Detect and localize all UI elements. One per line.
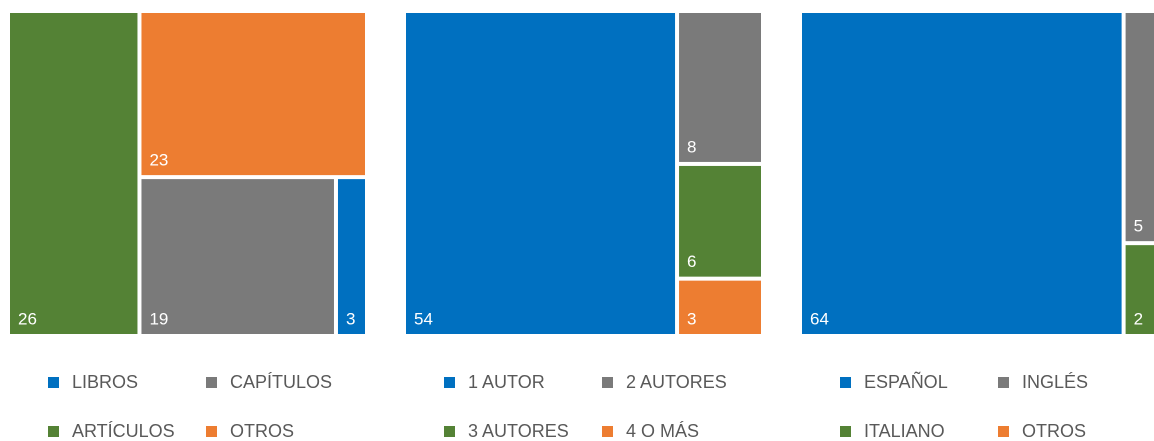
tile-label: 6	[687, 252, 696, 271]
tile	[1125, 245, 1154, 334]
tile	[679, 13, 761, 162]
tile-label: 3	[346, 309, 355, 328]
legend-label: CAPÍTULOS	[230, 372, 332, 392]
tile	[679, 165, 761, 277]
tile	[141, 179, 334, 334]
legend-swatch	[998, 426, 1009, 437]
tile-label: 26	[18, 309, 37, 328]
legend-label: 2 AUTORES	[626, 372, 727, 392]
tile-label: 5	[1134, 217, 1143, 236]
tile-label: 54	[414, 309, 433, 328]
legend-swatch	[206, 377, 217, 388]
legend-label: 4 O MÁS	[626, 421, 699, 441]
legend-swatch	[48, 377, 59, 388]
legend-swatch	[444, 426, 455, 437]
tile	[679, 280, 761, 334]
legend-label: ARTÍCULOS	[72, 421, 175, 441]
tile	[406, 13, 676, 334]
tile	[141, 13, 365, 176]
legend-label: OTROS	[230, 421, 294, 441]
tile-label: 64	[810, 309, 829, 328]
legend-swatch	[998, 377, 1009, 388]
tile	[802, 13, 1122, 334]
tile-label: 3	[687, 309, 696, 328]
tile	[1125, 13, 1154, 242]
tile-label: 23	[149, 151, 168, 170]
tile-label: 8	[687, 137, 696, 156]
legend-label: INGLÉS	[1022, 372, 1088, 392]
legend-swatch	[602, 377, 613, 388]
legend-swatch	[206, 426, 217, 437]
legend-label: ITALIANO	[864, 421, 945, 441]
legend-label: 3 AUTORES	[468, 421, 569, 441]
legend-label: LIBROS	[72, 372, 138, 392]
legend-swatch	[840, 426, 851, 437]
legend-swatch	[602, 426, 613, 437]
tile-label: 2	[1134, 309, 1143, 328]
legend-label: 1 AUTOR	[468, 372, 545, 392]
legend-label: OTROS	[1022, 421, 1086, 441]
legend-swatch	[840, 377, 851, 388]
legend-swatch	[444, 377, 455, 388]
legend-label: ESPAÑOL	[864, 371, 948, 392]
tile-label: 19	[149, 309, 168, 328]
legend-swatch	[48, 426, 59, 437]
tile	[337, 179, 365, 334]
tile	[10, 13, 138, 334]
